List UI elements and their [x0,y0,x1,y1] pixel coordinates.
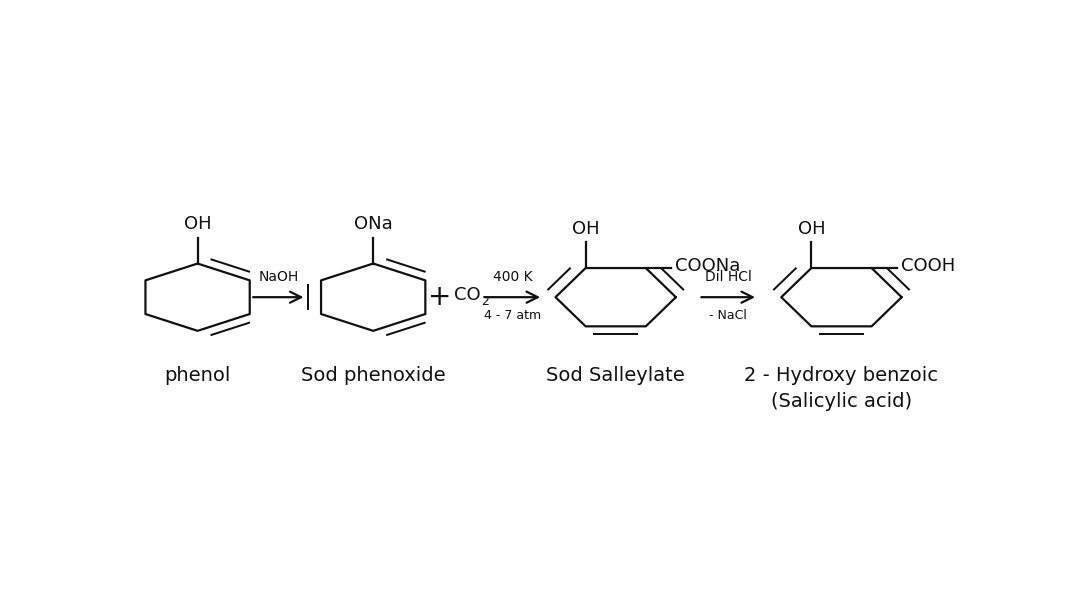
Text: OH: OH [183,215,211,233]
Text: - NaCl: - NaCl [709,309,747,322]
Text: 2: 2 [481,295,489,308]
Text: 4 - 7 atm: 4 - 7 atm [483,309,541,322]
Text: +: + [428,283,452,311]
Text: 400 K: 400 K [493,270,532,284]
Text: OH: OH [797,220,825,238]
Text: COONa: COONa [675,257,740,275]
Text: Sod phenoxide: Sod phenoxide [301,366,446,385]
Text: CO: CO [454,286,481,304]
Text: ONa: ONa [354,215,393,233]
Text: phenol: phenol [164,366,231,385]
Text: OH: OH [572,220,600,238]
Text: COOH: COOH [901,257,955,275]
Text: 2 - Hydroxy benzoic
(Salicylic acid): 2 - Hydroxy benzoic (Salicylic acid) [745,366,939,412]
Text: Dil HCl: Dil HCl [705,270,752,284]
Text: Sod Salleylate: Sod Salleylate [546,366,685,385]
Text: NaOH: NaOH [258,270,299,284]
